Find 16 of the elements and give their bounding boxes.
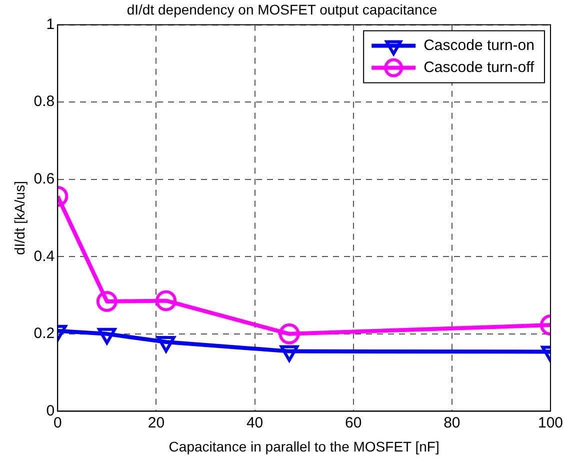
legend-label: Cascode turn-off <box>424 58 536 76</box>
y-tick-label: 0 <box>46 402 55 420</box>
x-tick-label: 20 <box>148 414 165 432</box>
x-axis-title: Capacitance in parallel to the MOSFET [nF] <box>168 438 440 454</box>
y-axis-title: dI/dt [kA/us] <box>11 181 28 255</box>
y-tick-label: 0.8 <box>34 93 55 110</box>
y-tick-label: 0.6 <box>34 170 55 188</box>
chart-title: dI/dt dependency on MOSFET output capacitance <box>126 1 438 18</box>
y-tick-label: 0.4 <box>34 248 55 265</box>
x-tick-label: 40 <box>246 414 264 432</box>
x-tick-label: 100 <box>538 414 563 432</box>
legend-label: Cascode turn-on <box>424 36 534 54</box>
y-tick-label: 1 <box>46 16 55 33</box>
x-tick-label: 80 <box>444 414 460 432</box>
x-tick-label: 60 <box>345 414 362 432</box>
y-tick-label: 0.2 <box>34 325 55 342</box>
